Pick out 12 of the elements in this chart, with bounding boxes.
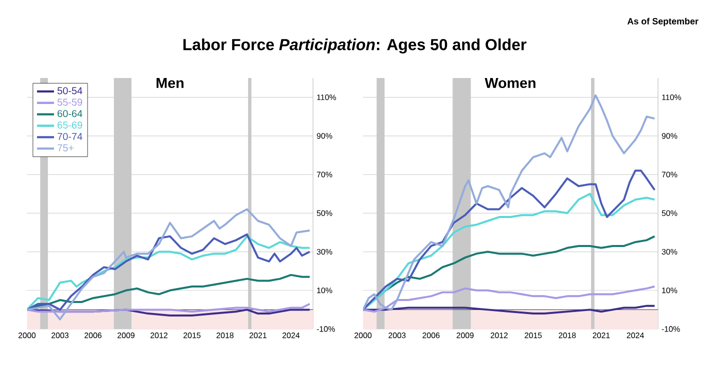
legend-label: 70-74 <box>58 132 82 140</box>
line-series <box>363 94 656 311</box>
legend-label: 75+ <box>58 144 74 152</box>
text: As of September <box>627 18 698 26</box>
legend-label: 65-69 <box>58 122 82 129</box>
text: Labor Force Participation: Ages 50 and Older <box>183 38 526 54</box>
legend-label: 60-64 <box>58 110 82 118</box>
legend-label: 50-54 <box>58 87 82 94</box>
chart-title: Women <box>484 78 536 88</box>
legend-label: 55-59 <box>58 98 82 106</box>
chart-title: Men <box>156 78 184 88</box>
line-series <box>363 170 656 311</box>
